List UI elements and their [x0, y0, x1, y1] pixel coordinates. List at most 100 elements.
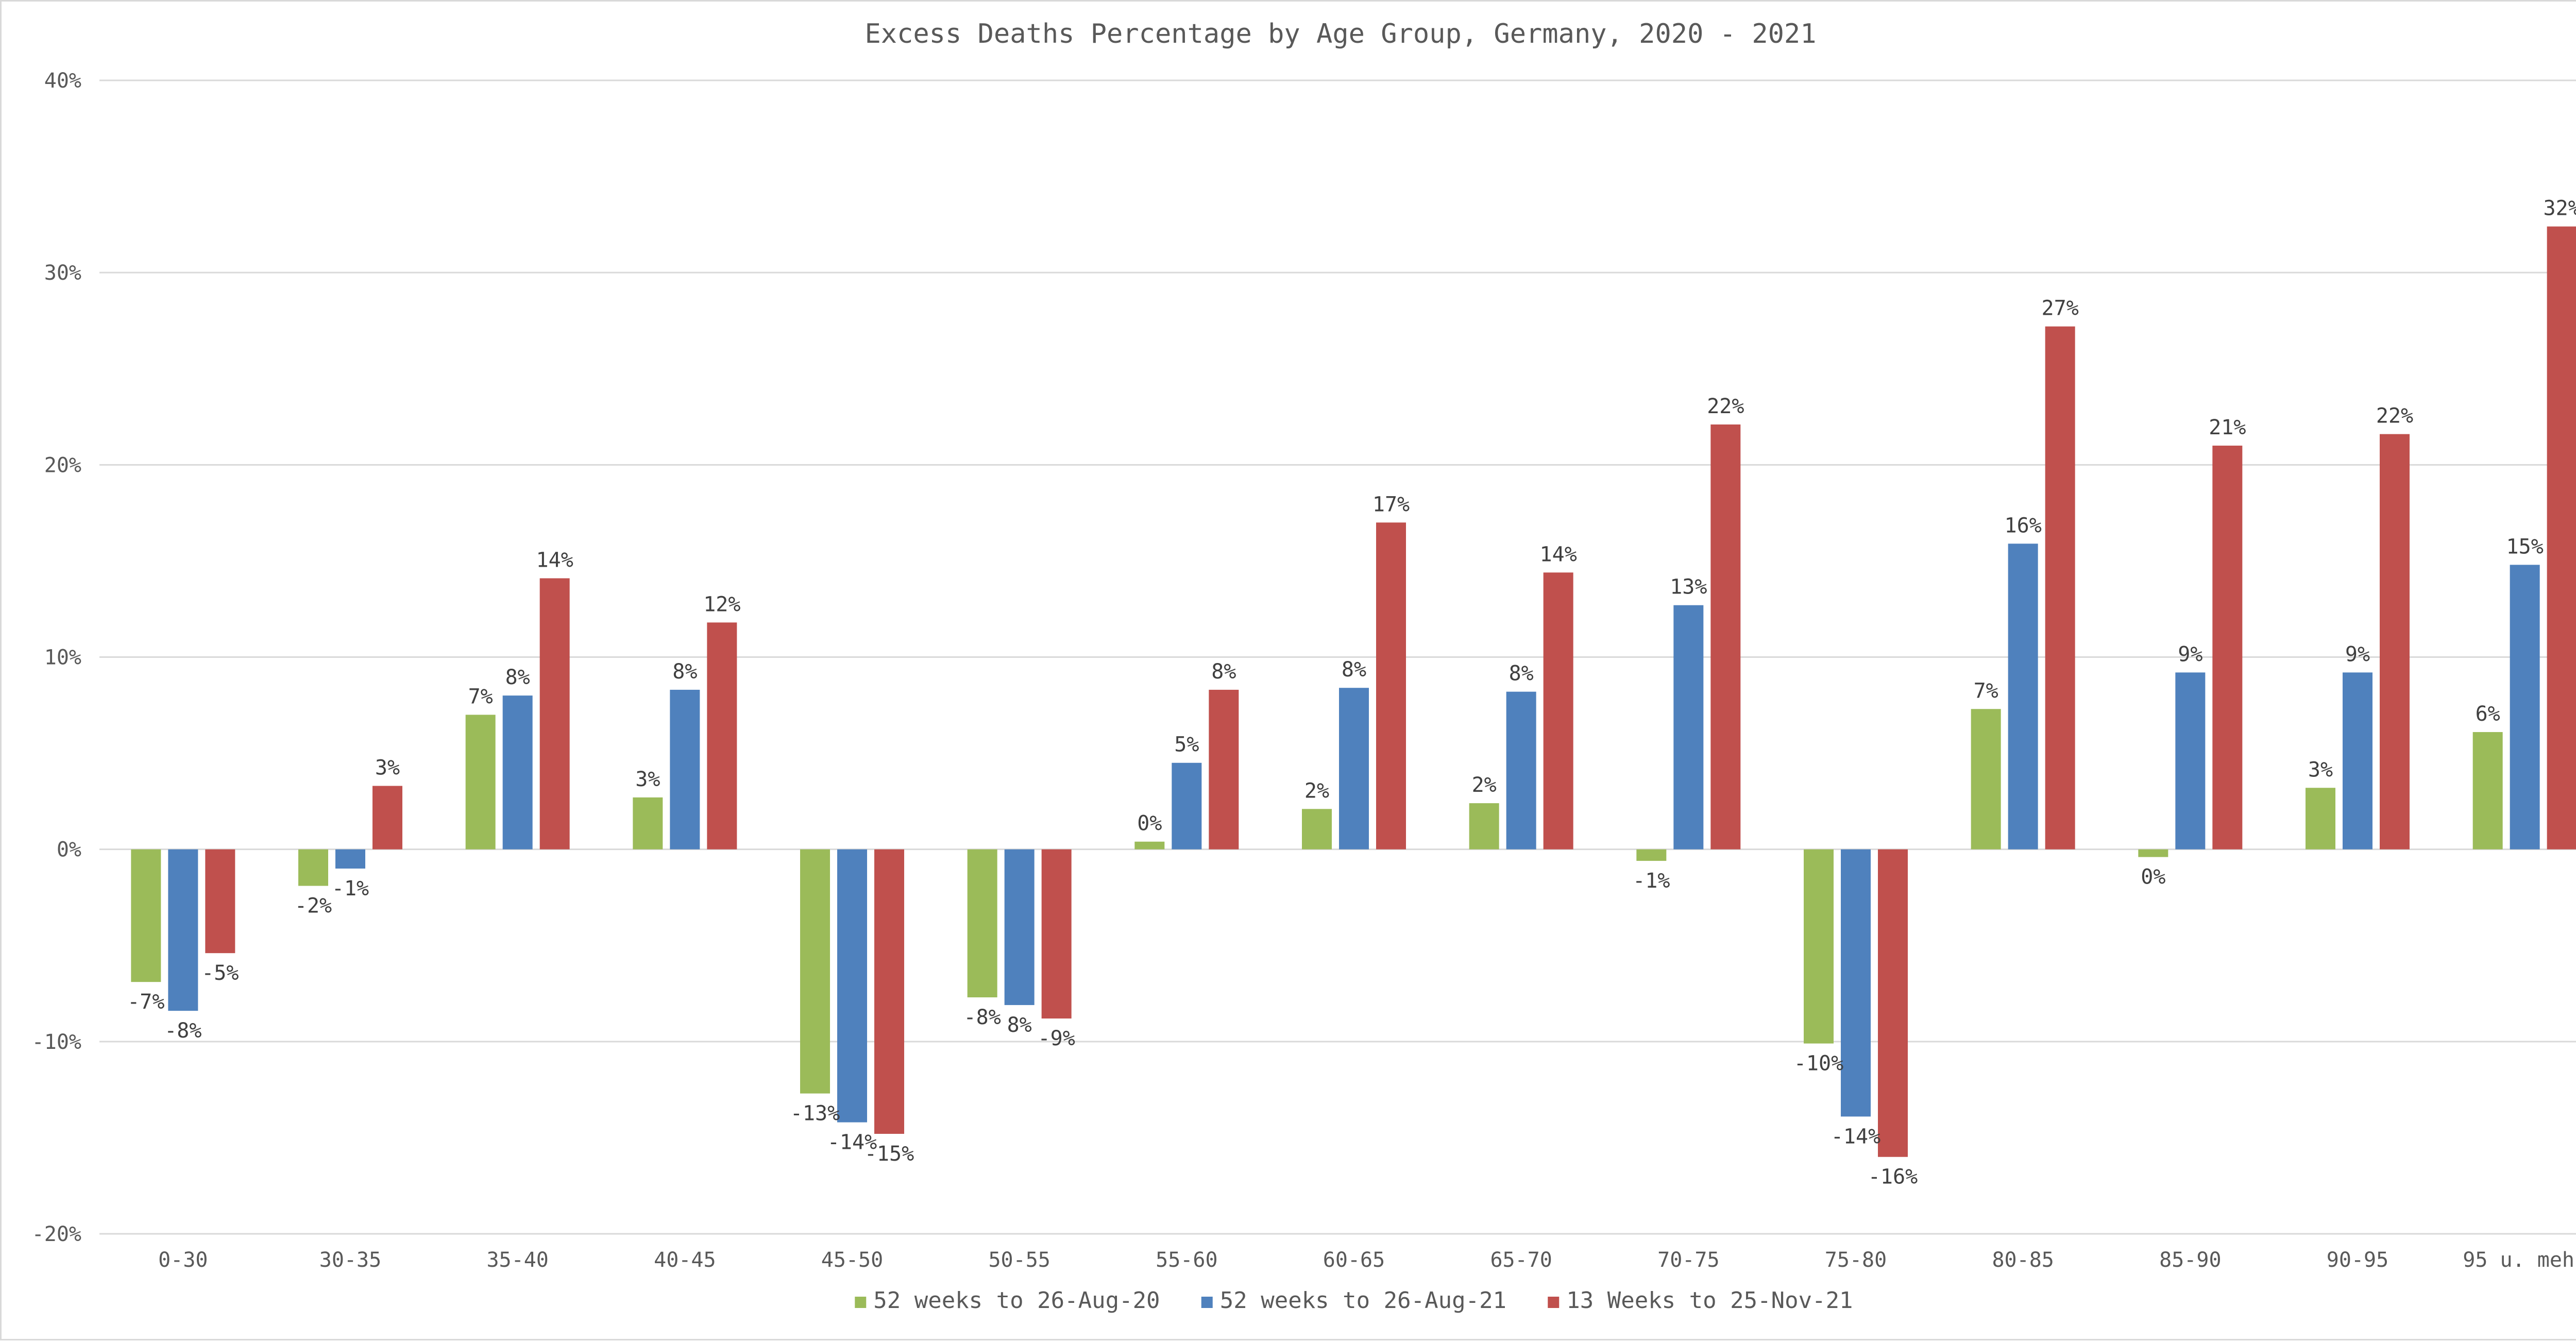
bar [874, 849, 904, 1134]
bar [2138, 849, 2168, 857]
bar [1302, 809, 1332, 850]
data-label: 9% [2345, 642, 2370, 666]
data-labels: -7%-8%-5%-2%-1%3%7%8%14%3%8%12%-13%-14%-… [127, 197, 2576, 1189]
data-label: 3% [2308, 758, 2333, 782]
y-tick-label: 20% [44, 453, 81, 477]
bar [837, 849, 867, 1123]
bar [633, 797, 663, 850]
data-label: 12% [703, 592, 740, 616]
data-label: -9% [1038, 1027, 1075, 1050]
bar [1673, 605, 1704, 850]
bar [465, 715, 496, 850]
x-tick-label: 45-50 [821, 1248, 883, 1272]
x-tick-label: 70-75 [1657, 1248, 1719, 1272]
data-label: -1% [332, 877, 369, 901]
bar [131, 849, 161, 982]
gridlines [99, 79, 2576, 1235]
data-label: 8% [1007, 1013, 1032, 1037]
y-tick-label: 30% [44, 261, 81, 285]
data-label: 8% [672, 660, 697, 684]
data-label: -14% [1831, 1125, 1880, 1148]
bar [2212, 446, 2243, 850]
bar [298, 849, 328, 886]
bar [2045, 326, 2075, 850]
x-tick-label: 65-70 [1490, 1248, 1552, 1272]
data-label: 7% [468, 685, 493, 708]
bar [1134, 841, 1165, 850]
y-tick-label: 0% [57, 838, 81, 862]
bar [2175, 672, 2206, 850]
bars [131, 226, 2576, 1157]
data-label: 2% [1304, 779, 1329, 803]
bar [1041, 849, 1072, 1019]
x-tick-label: 40-45 [654, 1248, 716, 1272]
data-label: 21% [2209, 416, 2246, 439]
x-tick-label: 50-55 [988, 1248, 1050, 1272]
data-label: -10% [1794, 1052, 1843, 1076]
data-label: 32% [2544, 197, 2576, 220]
data-label: 6% [2476, 702, 2500, 726]
bar [1376, 522, 1406, 850]
data-label: -13% [790, 1102, 840, 1126]
bar [2472, 732, 2503, 850]
data-label: 3% [375, 756, 400, 780]
data-label: 16% [2005, 514, 2042, 537]
bar [1804, 849, 1834, 1044]
bar [1841, 849, 1871, 1117]
data-label: 14% [1540, 542, 1577, 566]
y-tick-label: 40% [44, 69, 81, 93]
x-tick-label: 35-40 [486, 1248, 548, 1272]
x-tick-label: 75-80 [1825, 1248, 1887, 1272]
y-tick-label: -10% [32, 1030, 81, 1054]
bar [2510, 565, 2540, 850]
data-label: -5% [201, 961, 239, 985]
bar [1172, 762, 1202, 850]
bar [1004, 849, 1035, 1005]
bar [2008, 543, 2038, 850]
data-label: 7% [1974, 679, 1998, 703]
legend-label: 13 Weeks to 25-Nov-21 [1566, 1287, 1853, 1314]
data-label: 14% [536, 549, 573, 572]
x-tick-label: 30-35 [319, 1248, 381, 1272]
bar [539, 578, 570, 850]
bar [1878, 849, 1908, 1157]
data-label: 8% [1342, 658, 1366, 682]
bar [1339, 688, 1369, 850]
data-label: 5% [1174, 733, 1199, 757]
legend-swatch [1548, 1297, 1560, 1308]
data-label: 13% [1670, 575, 1707, 599]
data-label: 8% [1211, 660, 1236, 684]
bar [967, 849, 997, 998]
bar [2547, 226, 2576, 850]
bar [707, 622, 737, 850]
data-label: -8% [164, 1019, 201, 1043]
data-label: 3% [635, 768, 660, 791]
bar [1971, 709, 2001, 850]
bar [1209, 689, 1239, 850]
bar [372, 786, 402, 850]
data-label: -1% [1633, 869, 1670, 893]
y-tick-label: 10% [44, 646, 81, 670]
data-label: 2% [1472, 773, 1497, 797]
y-axis-tick-labels: -20% -10% 0% 10% 20% 30% 40% [32, 69, 81, 1246]
bar [205, 849, 235, 954]
data-label: -2% [295, 894, 332, 918]
x-axis-tick-labels: 0-30 30-35 35-40 40-45 45-50 50-55 55-60 60-65 6… [158, 1248, 2576, 1272]
data-label: 22% [2376, 404, 2413, 428]
y-tick-label: -20% [32, 1222, 81, 1246]
bar [800, 849, 830, 1094]
bar [1469, 803, 1499, 850]
data-label: -14% [827, 1131, 877, 1154]
bar [670, 689, 700, 850]
bar [168, 849, 198, 1011]
data-label: -8% [964, 1006, 1001, 1029]
legend-label: 52 weeks to 26-Aug-20 [873, 1287, 1160, 1314]
data-label: 17% [1372, 492, 1410, 516]
data-label: -7% [127, 990, 164, 1014]
data-label: 15% [2506, 535, 2544, 558]
bar [335, 849, 365, 869]
legend-swatch [855, 1297, 867, 1308]
x-tick-label: 60-65 [1323, 1248, 1385, 1272]
data-label: 8% [505, 666, 530, 689]
